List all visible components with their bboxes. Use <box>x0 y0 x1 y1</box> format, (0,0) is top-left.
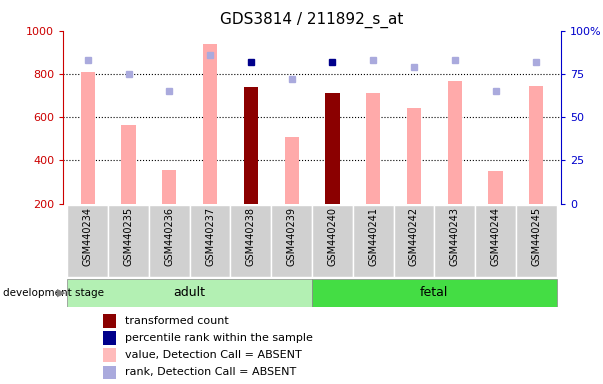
Bar <box>68 205 108 277</box>
Bar <box>121 125 136 204</box>
Bar <box>394 205 434 277</box>
Bar <box>447 81 462 204</box>
Bar <box>103 348 116 362</box>
Bar <box>271 205 312 277</box>
Bar <box>190 205 230 277</box>
Text: GSM440245: GSM440245 <box>531 207 541 266</box>
Text: GSM440238: GSM440238 <box>246 207 256 265</box>
Text: GSM440236: GSM440236 <box>165 207 174 265</box>
Bar <box>475 205 516 277</box>
Text: GSM440235: GSM440235 <box>124 207 133 266</box>
Bar <box>103 314 116 328</box>
Bar <box>312 279 557 306</box>
Bar <box>488 171 503 204</box>
Text: GSM440240: GSM440240 <box>327 207 338 265</box>
Bar <box>103 331 116 345</box>
Text: GSM440242: GSM440242 <box>409 207 419 266</box>
Text: GSM440234: GSM440234 <box>83 207 93 265</box>
Title: GDS3814 / 211892_s_at: GDS3814 / 211892_s_at <box>220 12 404 28</box>
Bar <box>244 87 258 204</box>
Text: GSM440237: GSM440237 <box>205 207 215 266</box>
Text: GSM440243: GSM440243 <box>450 207 459 265</box>
Bar <box>366 93 380 204</box>
Bar <box>353 205 394 277</box>
Text: value, Detection Call = ABSENT: value, Detection Call = ABSENT <box>125 350 302 360</box>
Text: GSM440244: GSM440244 <box>491 207 500 265</box>
Text: rank, Detection Call = ABSENT: rank, Detection Call = ABSENT <box>125 367 297 377</box>
Bar <box>285 137 299 204</box>
Bar <box>162 170 177 204</box>
Bar <box>407 108 421 204</box>
Bar <box>108 205 149 277</box>
Bar <box>325 93 339 204</box>
Text: GSM440239: GSM440239 <box>286 207 297 265</box>
Text: GSM440241: GSM440241 <box>368 207 378 265</box>
Text: adult: adult <box>174 286 206 299</box>
Text: development stage: development stage <box>3 288 104 298</box>
Text: transformed count: transformed count <box>125 316 229 326</box>
Bar <box>68 279 312 306</box>
Bar <box>312 205 353 277</box>
Bar <box>103 366 116 379</box>
Text: fetal: fetal <box>420 286 449 299</box>
Text: ▶: ▶ <box>57 288 66 298</box>
Bar <box>516 205 557 277</box>
Bar <box>529 86 543 204</box>
Bar <box>434 205 475 277</box>
Bar <box>149 205 190 277</box>
Text: percentile rank within the sample: percentile rank within the sample <box>125 333 314 343</box>
Bar <box>230 205 271 277</box>
Bar <box>81 72 95 204</box>
Bar <box>203 44 217 204</box>
